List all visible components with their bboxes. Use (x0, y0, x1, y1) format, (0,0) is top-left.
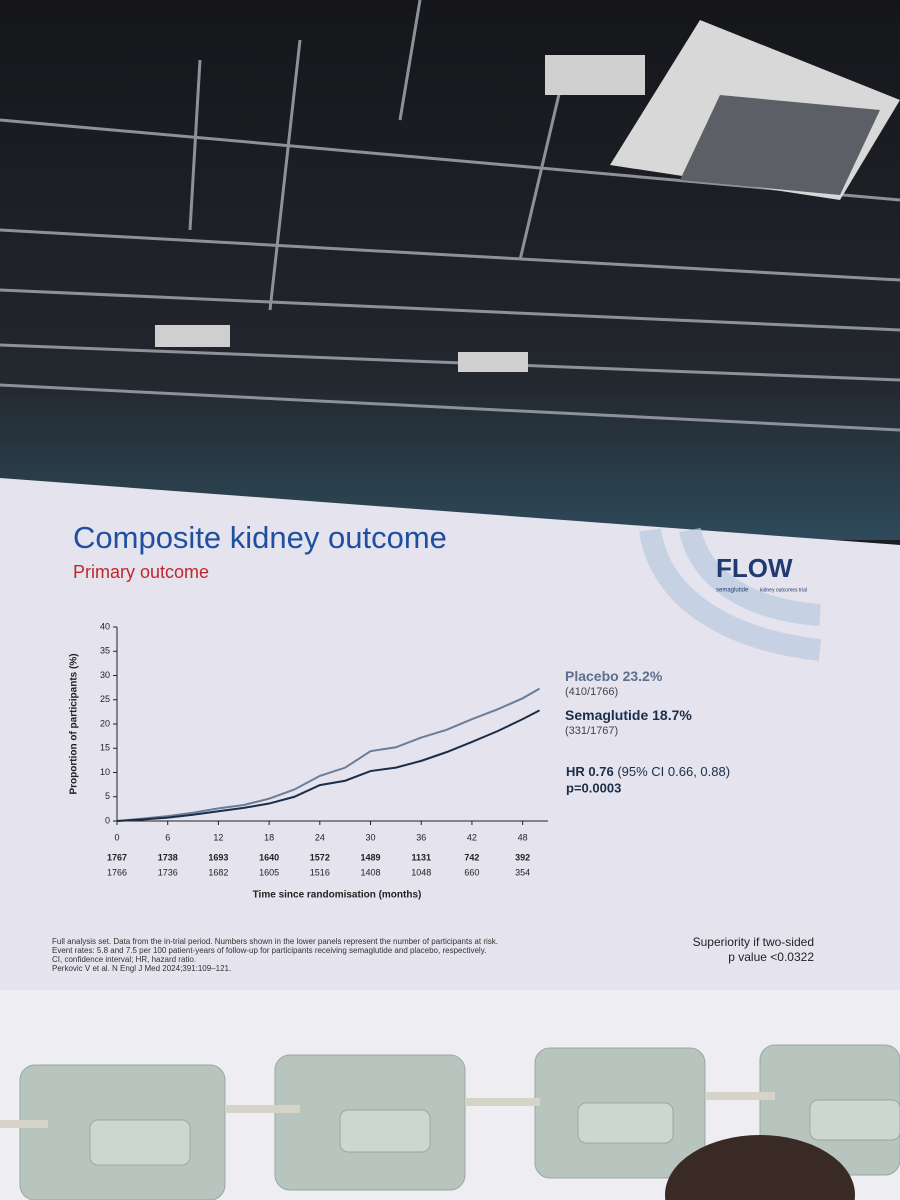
at-risk-count: 1693 (208, 852, 228, 862)
x-tick-label: 24 (315, 832, 325, 842)
chairs (19, 1044, 900, 1200)
at-risk-count: 354 (515, 867, 530, 877)
at-risk-count: 1738 (158, 852, 178, 862)
audience-head (665, 1135, 855, 1200)
logo-trial: kidney outcomes trial (760, 587, 807, 593)
logo-drug: semaglutide (716, 588, 749, 594)
side-tables (0, 1092, 775, 1128)
y-tick-label: 15 (100, 743, 110, 753)
light-fixture (545, 55, 645, 95)
at-risk-count: 1736 (158, 867, 178, 877)
legend-label: Semaglutide (565, 707, 648, 723)
footnote: Event rates: 5.8 and 7.5 per 100 patient… (52, 946, 486, 955)
at-risk-count: 660 (464, 867, 479, 877)
legend-placebo: Placebo 23.2% (565, 668, 663, 684)
x-axis-label: Time since randomisation (months) (253, 890, 422, 901)
x-tick-label: 30 (366, 832, 376, 842)
at-risk-count: 1766 (107, 867, 127, 877)
at-risk-count: 1489 (361, 852, 381, 862)
x-tick-label: 36 (416, 832, 426, 842)
at-risk-count: 1408 (361, 867, 381, 877)
y-tick-label: 35 (100, 646, 110, 656)
vent-grille (680, 95, 880, 195)
at-risk-count: 1131 (411, 852, 431, 862)
at-risk-count: 1572 (310, 852, 330, 862)
at-risk-count: 1605 (259, 867, 279, 877)
ceiling-truss (0, 0, 900, 432)
at-risk-count: 1640 (259, 852, 279, 862)
hr-ci: (95% CI 0.66, 0.88) (617, 764, 730, 779)
legend-count: (331/1767) (565, 725, 618, 737)
at-risk-count: 1516 (310, 867, 330, 877)
y-tick-label: 20 (100, 718, 110, 728)
legend-count: (410/1766) (565, 686, 618, 698)
footnote: CI, confidence interval; HR, hazard rati… (52, 955, 196, 964)
footnote: Perkovic V et al. N Engl J Med 2024;391:… (52, 964, 231, 973)
y-tick-label: 10 (100, 767, 110, 777)
slide (0, 478, 900, 1045)
hazard-ratio: HR 0.76 (95% CI 0.66, 0.88) (566, 764, 730, 779)
hr-value: HR 0.76 (566, 764, 614, 779)
at-risk-count: 742 (464, 852, 479, 862)
y-axis-label: Proportion of participants (%) (69, 653, 80, 794)
at-risk-count: 1767 (107, 852, 127, 862)
chart-subtitle: Primary outcome (73, 562, 209, 582)
legend-label: Placebo (565, 668, 619, 684)
superiority-note: Superiority if two-sided (693, 935, 814, 949)
light-fixture (458, 352, 528, 372)
at-risk-count: 1048 (411, 867, 431, 877)
at-risk-count: 392 (515, 852, 530, 862)
x-tick-label: 42 (467, 832, 477, 842)
series-line (116, 709, 541, 822)
logo-arcs (639, 527, 822, 661)
y-tick-label: 5 (105, 791, 110, 801)
legend-rate: 23.2% (623, 668, 663, 684)
y-tick-label: 40 (100, 621, 110, 631)
x-tick-label: 12 (213, 832, 223, 842)
superiority-note: p value <0.0322 (728, 950, 814, 964)
light-fixture (155, 325, 230, 347)
footnote: Full analysis set. Data from the in-tria… (52, 937, 498, 946)
logo-title: FLOW (716, 553, 793, 583)
legend-rate: 18.7% (652, 707, 692, 723)
x-tick-label: 0 (114, 832, 119, 842)
y-tick-label: 0 (105, 815, 110, 825)
chart: 0 5 10 15 20 25 30 35 40 0 6 12 18 24 30 36 42 48 1767 1738… (100, 621, 548, 877)
p-value: p=0.0003 (566, 780, 621, 795)
at-risk-count: 1682 (208, 867, 228, 877)
series-line (116, 687, 541, 822)
x-tick-label: 18 (264, 832, 274, 842)
x-tick-label: 48 (518, 832, 528, 842)
legend-semaglutide: Semaglutide 18.7% (565, 707, 692, 723)
y-tick-label: 30 (100, 670, 110, 680)
chart-title: Composite kidney outcome (73, 520, 447, 555)
y-tick-label: 25 (100, 694, 110, 704)
x-tick-label: 6 (165, 832, 170, 842)
